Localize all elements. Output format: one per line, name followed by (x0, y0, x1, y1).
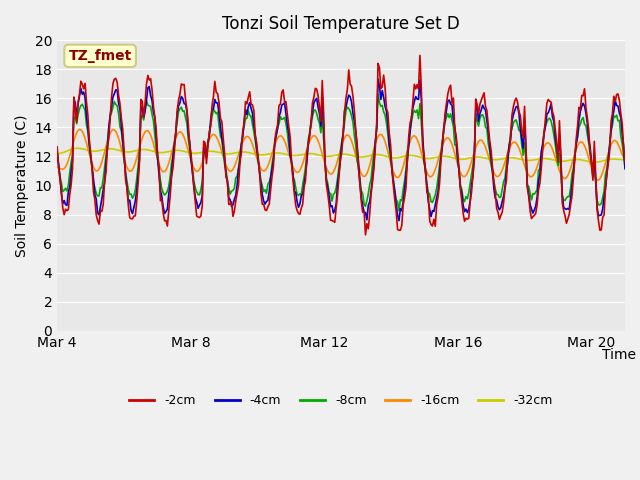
Text: TZ_fmet: TZ_fmet (68, 49, 132, 63)
Legend: -2cm, -4cm, -8cm, -16cm, -32cm: -2cm, -4cm, -8cm, -16cm, -32cm (124, 389, 558, 412)
X-axis label: Time: Time (602, 348, 636, 362)
Y-axis label: Soil Temperature (C): Soil Temperature (C) (15, 114, 29, 257)
Title: Tonzi Soil Temperature Set D: Tonzi Soil Temperature Set D (222, 15, 460, 33)
